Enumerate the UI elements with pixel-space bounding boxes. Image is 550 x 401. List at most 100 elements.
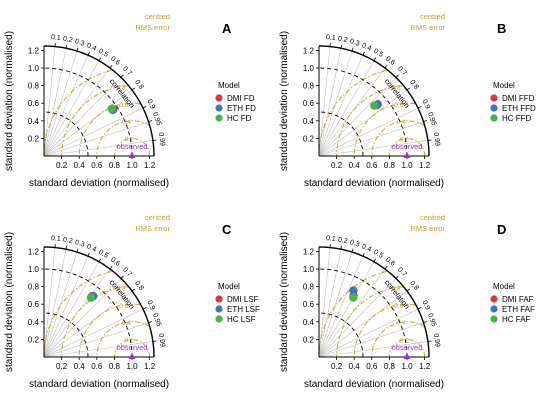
sd-reference-arc (43, 268, 133, 358)
correlation-gridline (318, 50, 353, 157)
legend-swatch (490, 94, 498, 102)
correlation-tick (120, 275, 124, 279)
rms-error-label: RMS error (135, 224, 170, 233)
correlation-tick (351, 47, 354, 52)
panel-letter: C (222, 222, 232, 237)
correlation-gridline (318, 77, 397, 157)
correlation-tick-label: 0.95 (426, 312, 437, 327)
correlation-gridline (43, 341, 153, 358)
rms-contour (96, 321, 150, 358)
model-point (349, 286, 358, 295)
correlation-gridline (43, 268, 111, 358)
correlation-gridline (43, 140, 153, 157)
rms-error-label: RMS error (135, 23, 170, 32)
y-axis-title: standard deviation (normalised) (279, 31, 290, 171)
rms-contour (371, 120, 425, 157)
correlation-gridline (43, 77, 122, 157)
rms-contour (371, 321, 425, 358)
correlation-gridline (43, 290, 133, 358)
y-tick-label: 0.8 (303, 283, 315, 292)
correlation-tick (340, 44, 343, 49)
correlation-tick (148, 321, 152, 324)
panel-letter: B (497, 21, 506, 36)
correlation-tick-label: 0.7 (396, 65, 408, 77)
correlation-tick (373, 57, 377, 61)
y-tick-label: 1.0 (28, 64, 40, 73)
x-tick-label: 1.0 (126, 362, 138, 371)
correlation-tick (362, 252, 365, 257)
sd-reference-arc (318, 312, 364, 358)
correlation-tick (142, 307, 147, 310)
y-tick-label: 0.2 (303, 335, 315, 344)
correlation-gridline (43, 251, 78, 358)
rms-contour-label: 0.4 (122, 320, 131, 327)
correlation-tick (131, 288, 136, 292)
correlation-tick-label: 0.1 (51, 235, 61, 243)
correlation-tick-label: 0.95 (151, 312, 162, 327)
y-axis-title: standard deviation (normalised) (4, 31, 15, 171)
y-tick-label: 0.6 (303, 300, 315, 309)
x-tick-label: 1.2 (144, 362, 156, 371)
panel-letter: A (222, 21, 232, 36)
y-tick-label: 0.2 (303, 134, 315, 143)
rms-contour (353, 303, 416, 358)
x-tick-label: 0.8 (384, 362, 396, 371)
legend-label: ETH FD (227, 104, 256, 113)
correlation-gridline (43, 322, 149, 358)
x-tick-label: 0.4 (349, 161, 361, 170)
correlation-tick-label: 0.99 (157, 132, 166, 147)
correlation-tick-label: 0.8 (133, 79, 145, 91)
correlation-tick-label: 0.99 (157, 333, 166, 348)
rms-contour (388, 137, 426, 157)
correlation-tick (120, 74, 124, 78)
rms-contour (353, 102, 416, 157)
correlation-gridline (318, 249, 342, 358)
rms-contour (113, 137, 151, 157)
correlation-tick-label: 0.99 (432, 333, 441, 348)
y-tick-label: 1.0 (303, 64, 315, 73)
correlation-gridline (318, 67, 386, 157)
correlation-tick (384, 64, 388, 69)
legend-swatch (490, 114, 498, 122)
legend-title: Model (218, 81, 240, 90)
correlation-tick-label: 0.95 (151, 111, 162, 126)
sd-reference-arc (318, 268, 408, 358)
correlation-gridline (43, 60, 100, 157)
correlation-tick (395, 275, 399, 279)
x-tick-label: 0.4 (349, 362, 361, 371)
legend-swatch (215, 114, 223, 122)
centred-label: centred (420, 12, 445, 21)
x-tick-label: 0.4 (74, 161, 86, 170)
legend-swatch (490, 315, 498, 323)
correlation-tick-label: 0.95 (426, 111, 437, 126)
legend-swatch (215, 295, 223, 303)
taylor-panel-d: 0.2 0.4 0.6 0.8 0.2 0.2 0.4 0.4 0.6 0.6 0.8 0.8 1.0 1… (279, 213, 535, 390)
correlation-tick-label: 0.8 (133, 280, 145, 292)
correlation-tick-label: 0.9 (145, 98, 156, 110)
legend-swatch (490, 295, 498, 303)
correlation-tick (131, 87, 136, 91)
rms-contour (113, 338, 151, 358)
observed-marker (403, 353, 411, 359)
correlation-tick (109, 265, 113, 270)
taylor-panel-a: 0.2 0.4 0.6 0.8 0.2 0.2 0.4 0.4 0.6 0.6 0.8 0.8 1.0 1… (4, 12, 256, 189)
y-tick-label: 0.4 (28, 117, 40, 126)
correlation-tick-label: 0.2 (62, 35, 73, 44)
rms-contour (78, 102, 141, 157)
correlation-tick-label: 0.3 (74, 38, 85, 48)
y-tick-label: 0.8 (28, 283, 40, 292)
correlation-tick-label: 0.4 (361, 243, 373, 253)
correlation-tick (406, 87, 411, 91)
rms-contour (318, 69, 387, 157)
sd-reference-arc (318, 67, 408, 157)
correlation-tick (406, 288, 411, 292)
x-tick-label: 0.2 (331, 362, 343, 371)
correlation-tick-label: 0.5 (97, 249, 109, 260)
correlation-tick (142, 106, 147, 109)
taylor-panel-b: 0.2 0.4 0.6 0.8 0.2 0.2 0.4 0.4 0.6 0.6 0.8 0.8 1.0 1… (279, 12, 536, 189)
legend-label: HC LSF (227, 315, 256, 324)
legend-label: DMI FD (227, 94, 255, 103)
x-tick-label: 1.0 (401, 362, 413, 371)
correlation-gridline (318, 251, 353, 358)
